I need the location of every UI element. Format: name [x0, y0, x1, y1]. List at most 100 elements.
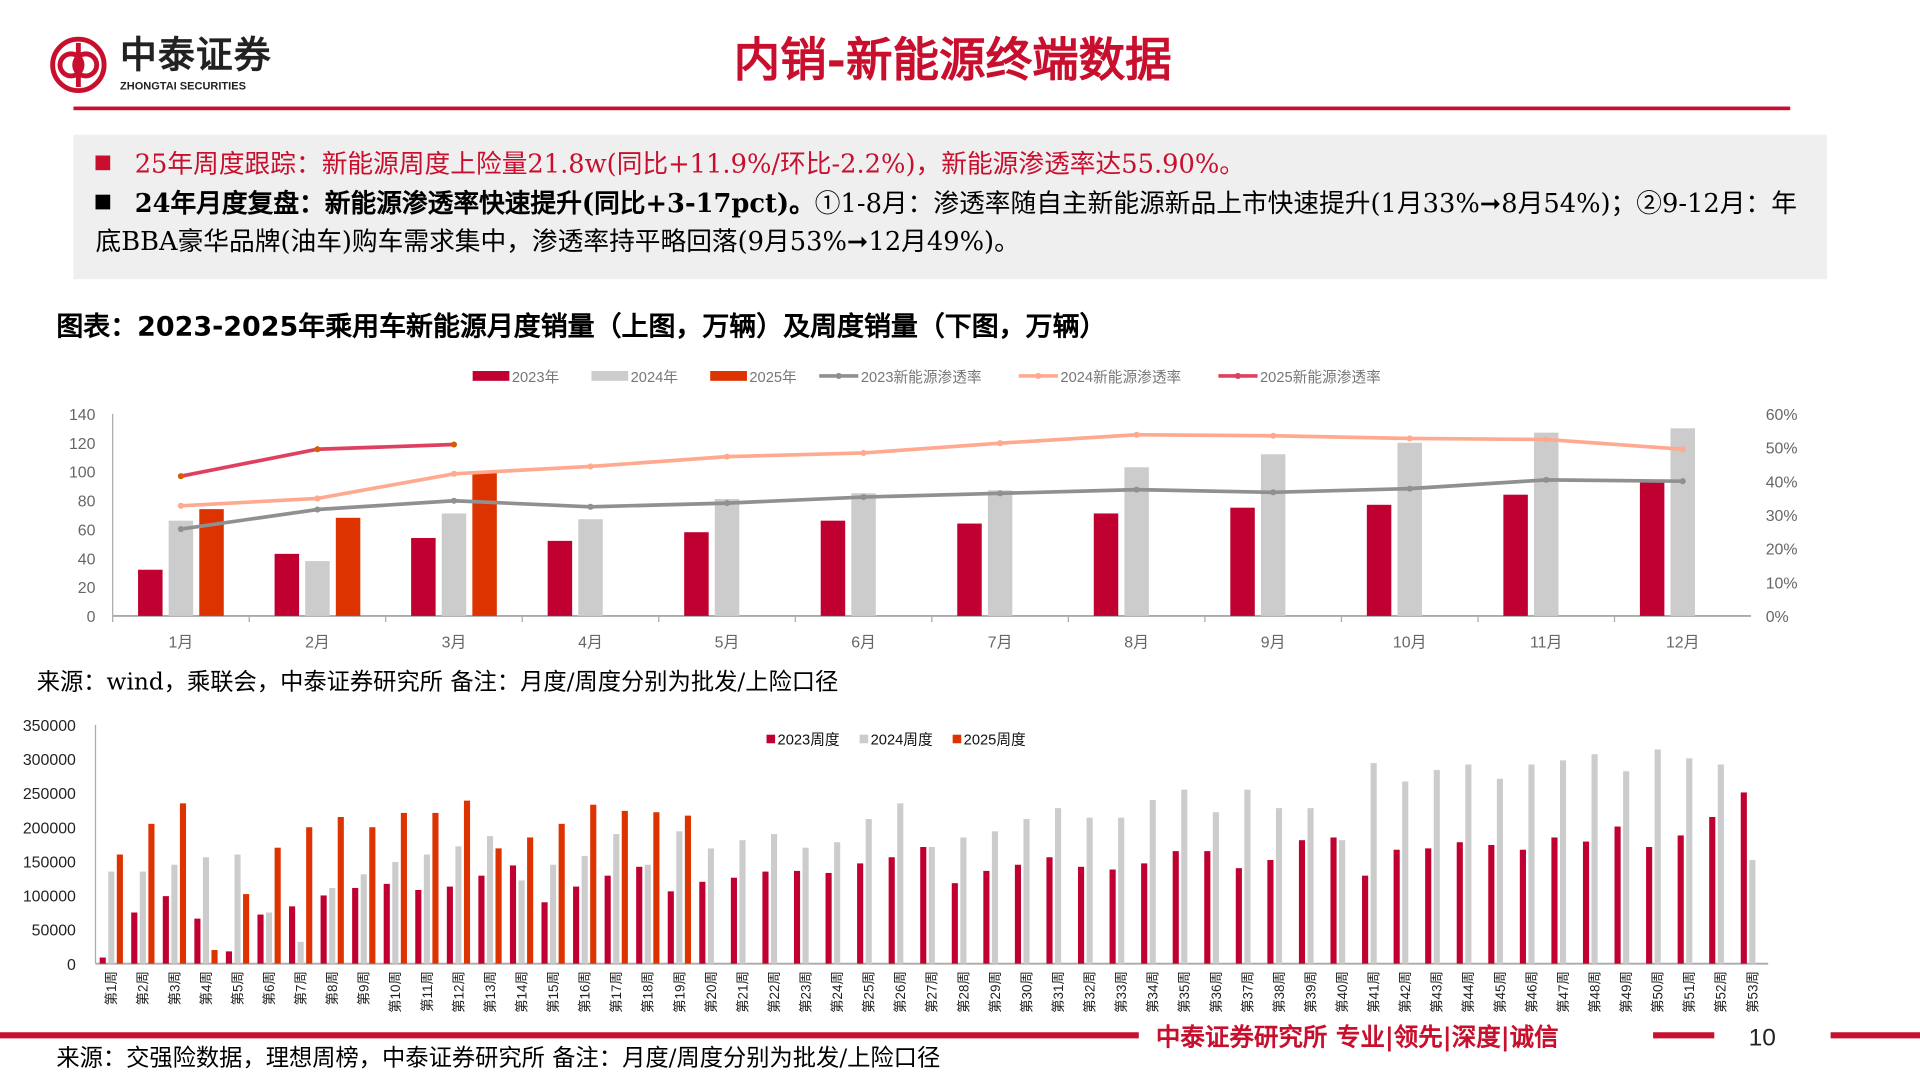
bar-2024年-10月: [1397, 442, 1422, 616]
bar-2024周度-第11周: [423, 854, 430, 964]
point-2025新能源渗透率-2月: [314, 446, 321, 453]
y-tick-label: 250000: [23, 786, 76, 803]
bar-2023周度-第23周: [793, 870, 801, 964]
y2-tick-label: 10%: [1766, 575, 1798, 592]
legend-marker: [1035, 372, 1042, 379]
x-tick-label: 第48周: [1586, 971, 1602, 1013]
bar-2024周度-第34周: [1149, 799, 1156, 964]
point-2024新能源渗透率-7月: [997, 440, 1004, 447]
bar-2024周度-第51周: [1686, 758, 1693, 964]
bar-2025年-3月: [472, 473, 497, 616]
point-2024新能源渗透率-2月: [314, 495, 321, 502]
x-tick-label: 第52周: [1713, 971, 1729, 1013]
bar-2024周度-第19周: [676, 831, 683, 964]
bar-2023周度-第53周: [1740, 792, 1747, 964]
bar-2023周度-第46周: [1519, 849, 1526, 964]
bar-2023年-8月: [1093, 513, 1119, 616]
y-tick-label: 60: [78, 522, 96, 539]
x-tick-label: 第1周: [103, 971, 119, 1005]
bar-2024周度-第1周: [108, 871, 115, 964]
bar-2024周度-第17周: [613, 834, 620, 964]
bullet-2-text: ①1-8月：渗透率随自主新能源新品上市快速提升(1月33%➞8月54%)；②9-…: [95, 188, 1797, 256]
bar-2023周度-第2周: [131, 912, 138, 964]
y-tick-label: 150000: [23, 854, 76, 871]
bar-2024年-6月: [851, 493, 876, 616]
x-tick-label: 第27周: [924, 971, 940, 1013]
bar-2025周度-第11周: [432, 812, 439, 964]
bar-2023年-10月: [1366, 504, 1392, 616]
bar-2025周度-第8周: [337, 816, 344, 964]
bar-2024周度-第32周: [1086, 817, 1093, 964]
bar-2023年-7月: [957, 523, 982, 616]
x-tick-label: 1月: [169, 635, 194, 652]
bar-2023周度-第4周: [194, 918, 201, 964]
bar-2025周度-第15周: [558, 823, 565, 964]
bar-2024周度-第23周: [802, 847, 809, 964]
legend-label: 2025年: [749, 369, 797, 386]
y-tick-label: 0: [67, 957, 76, 974]
point-2023新能源渗透率-3月: [450, 497, 458, 504]
bar-2024周度-第18周: [644, 864, 651, 964]
x-tick-label: 第34周: [1145, 971, 1161, 1013]
point-2025新能源渗透率-1月: [177, 473, 184, 480]
bar-2024周度-第45周: [1496, 778, 1503, 964]
bar-2025周度-第9周: [369, 827, 376, 964]
bar-2025周度-第1周: [116, 854, 123, 964]
point-2024新能源渗透率-9月: [1270, 432, 1277, 439]
bar-2024周度-第31周: [1055, 808, 1062, 964]
x-tick-label: 第25周: [861, 971, 877, 1013]
summary-bullet-1: 25年周度跟踪：新能源周度上险量21.8w(同比+11.9%/环比-2.2%)，…: [95, 146, 1810, 184]
legend-label: 2023年: [512, 369, 560, 386]
line-2024新能源渗透率: [180, 432, 1683, 508]
bar-2025周度-第3周: [179, 803, 187, 964]
bar-2023周度-第29周: [983, 870, 990, 964]
bar-2024周度-第14周: [518, 880, 525, 964]
x-tick-label: 第19周: [671, 971, 687, 1013]
x-tick-label: 第16周: [577, 971, 593, 1013]
point-2023新能源渗透率-9月: [1270, 489, 1277, 496]
bar-2023周度-第30周: [1014, 864, 1022, 964]
bar-2024年-3月: [441, 513, 467, 616]
bullet-square-icon: [95, 155, 111, 171]
x-tick-label: 第38周: [1271, 971, 1287, 1013]
bar-2024周度-第16周: [581, 855, 588, 964]
bar-2024周度-第50周: [1654, 749, 1661, 964]
y-tick-label: 20: [78, 580, 96, 597]
bar-2023周度-第15周: [541, 902, 548, 964]
bar-2023周度-第40周: [1330, 837, 1337, 964]
bar-2024周度-第20周: [707, 848, 714, 964]
bar-2023周度-第25周: [857, 863, 864, 964]
x-tick-label: 第30周: [1018, 971, 1034, 1013]
legend-label: 2024年: [631, 369, 679, 386]
x-tick-label: 第6周: [261, 971, 277, 1005]
x-tick-label: 第50周: [1650, 971, 1666, 1013]
bar-2024周度-第36周: [1212, 812, 1219, 964]
bar-2024周度-第6周: [266, 912, 273, 964]
bar-2024周度-第38周: [1275, 808, 1283, 964]
point-2024新能源渗透率-5月: [723, 453, 731, 460]
y2-tick-label: 20%: [1766, 542, 1798, 559]
bar-2023周度-第34周: [1141, 863, 1148, 964]
source-note-1: 来源：wind，乘联会，中泰证券研究所 备注：月度/周度分别为批发/上险口径: [36, 668, 839, 696]
bar-2024周度-第2周: [139, 871, 146, 964]
title-divider: [73, 106, 1791, 111]
bar-2024周度-第40周: [1339, 840, 1346, 964]
bar-2024周度-第15周: [550, 864, 557, 964]
bar-2025年-2月: [335, 517, 361, 616]
x-tick-label: 第46周: [1523, 971, 1539, 1013]
x-tick-label: 5月: [715, 635, 740, 652]
point-2023新能源渗透率-4月: [587, 503, 594, 510]
bar-2023周度-第19周: [667, 891, 674, 964]
point-2024新能源渗透率-12月: [1679, 446, 1686, 453]
bar-2024周度-第37周: [1244, 789, 1251, 964]
y2-tick-label: 60%: [1766, 407, 1798, 424]
bar-2025周度-第16周: [590, 804, 597, 964]
bar-2023周度-第28周: [951, 883, 958, 964]
bar-2023周度-第31周: [1046, 857, 1053, 964]
bar-2024周度-第49周: [1623, 771, 1630, 964]
bar-2024周度-第27周: [928, 847, 935, 964]
bar-2024周度-第5周: [234, 854, 241, 964]
x-tick-label: 第28周: [955, 971, 971, 1013]
bar-2024周度-第25周: [865, 819, 872, 964]
bar-2023周度-第8周: [320, 895, 327, 964]
